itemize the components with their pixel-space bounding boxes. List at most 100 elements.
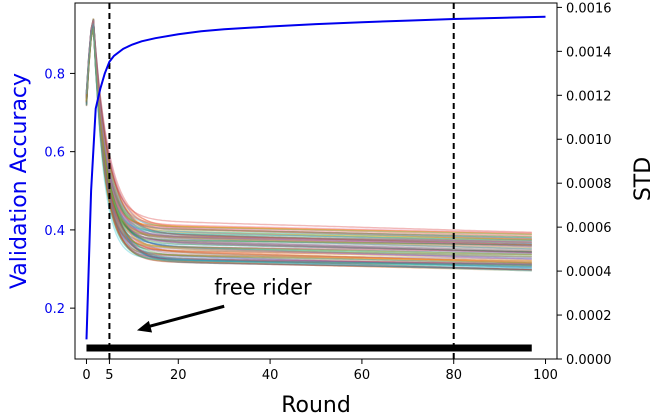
std-curve [85,27,532,237]
x-tick-label: 20 [170,368,187,383]
std-curve [85,20,532,254]
std-curve [85,25,532,256]
x-axis-ticks: 0 5 20 40 60 80 100 [82,359,558,383]
std-curve [85,21,532,260]
std-curve [85,26,532,266]
right-axis-label: STD [631,157,650,201]
std-curve [85,18,532,254]
left-tick-label: 0.6 [44,146,65,161]
std-curve [85,18,532,271]
std-curve [85,19,532,243]
std-curve [85,18,532,266]
right-tick-label: 0.0008 [566,177,612,192]
left-axis-label: Validation Accuracy [7,73,32,289]
std-curve [85,23,532,271]
x-tick-label: 0 [82,368,90,383]
arrow-shaft [148,304,225,328]
std-curve [85,21,532,251]
left-tick-label: 0.2 [44,302,65,317]
std-curve [85,19,532,269]
std-curve [85,28,532,253]
arrow-head [136,320,153,333]
std-curve [85,27,532,267]
std-curve [85,20,532,256]
std-curve [85,20,532,244]
std-curve [85,18,532,245]
std-curve [85,27,532,249]
std-curve [85,23,532,236]
std-curve [85,19,532,261]
x-tick-label: 60 [354,368,371,383]
left-axis-ticks: 0.2 0.4 0.6 0.8 [44,67,75,317]
left-tick-label: 0.8 [44,67,65,82]
std-curve [85,21,532,240]
std-curve [85,25,532,268]
accuracy-line [85,15,546,340]
std-curve [85,19,532,245]
std-curve [85,24,532,235]
std-curve [85,28,532,271]
std-curve [85,18,532,241]
std-curve [85,24,532,247]
std-curve [85,20,532,234]
std-curve [85,22,532,250]
std-curve [85,20,532,242]
std-curve [85,21,532,264]
std-curve [85,22,532,245]
vertical-lines [108,3,455,359]
std-curve [85,21,532,267]
std-curve [85,25,532,254]
plot-frame [74,2,558,360]
std-curve [85,23,532,247]
std-curve [85,27,532,267]
std-curves [85,18,532,272]
std-curve [85,25,532,234]
std-curve [85,25,532,241]
std-curve [85,20,532,243]
std-curve [85,24,532,252]
std-curve [85,20,532,249]
free-rider-annotation: free rider [214,275,312,299]
std-curve [85,21,532,253]
std-curve [85,20,532,250]
x-tick-label: 100 [533,368,558,383]
right-tick-label: 0.0014 [566,45,612,60]
std-curve [85,21,532,269]
right-tick-label: 0.0004 [566,265,612,280]
std-curve [85,21,532,236]
std-curve [85,25,532,243]
std-curve [85,26,532,262]
std-curve [85,28,532,258]
std-curve [85,26,532,271]
std-curve [85,25,532,247]
std-curve [85,19,532,258]
x-tick-label: 80 [445,368,462,383]
x-axis-label: Round [281,393,351,418]
std-curve [85,27,532,270]
std-curve [85,22,532,246]
std-curve [85,26,532,241]
std-curve [85,24,532,243]
std-curve [85,27,532,246]
std-curve [85,21,532,255]
std-curve [85,19,532,240]
std-curve [85,21,532,244]
std-curve [85,22,532,253]
std-curve [85,19,532,260]
std-curve [85,21,532,246]
std-curve [85,28,532,265]
std-curve [85,21,532,268]
free-rider-arrow [136,304,225,333]
std-curve [85,24,532,245]
std-curve [85,18,532,264]
std-curve [85,27,532,266]
right-tick-label: 0.0002 [566,309,612,324]
std-curve [85,26,532,242]
std-curve [85,27,532,250]
std-curve [85,21,532,240]
std-curve [85,23,532,272]
std-curve [85,18,532,235]
std-curve [85,25,532,255]
right-tick-label: 0.0016 [566,1,612,16]
